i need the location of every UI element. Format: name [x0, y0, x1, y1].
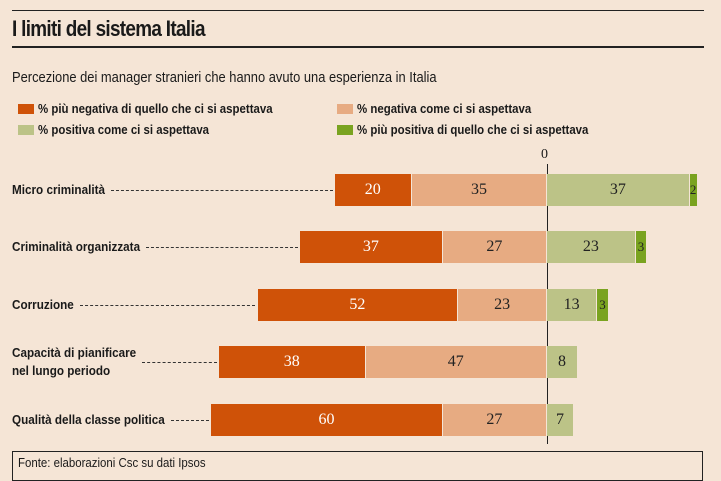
bar-segment: 3 [635, 231, 648, 263]
bar-segment: 52 [257, 289, 459, 321]
legend-swatch-4 [337, 124, 353, 135]
legend-swatch-2 [337, 103, 353, 114]
chart-subtitle: Percezione dei manager stranieri che han… [12, 69, 437, 86]
legend-item-2: % negativa come ci si aspettava [337, 101, 555, 116]
category-label: Qualità della classe politica [12, 411, 165, 429]
leader-line [170, 420, 210, 421]
bar-segment: 23 [458, 289, 547, 321]
legend-item-4: % più positiva di quello che ci si aspet… [337, 122, 620, 137]
bar-segment: 8 [547, 346, 578, 378]
category-label-line: Micro criminalità [12, 182, 105, 197]
category-label: Corruzione [12, 296, 74, 314]
bar-segment: 60 [211, 404, 443, 436]
bar-segment: 7 [547, 404, 575, 436]
category-label-line: Corruzione [12, 297, 74, 312]
bar-segment: 13 [547, 289, 598, 321]
legend-swatch-1 [18, 103, 34, 114]
legend-item-3: % positiva come ci si aspettava [18, 122, 232, 137]
bar-segment: 27 [442, 231, 547, 263]
legend-label-1: % più negativa di quello che ci si aspet… [38, 101, 273, 116]
category-label-line: Qualità della classe politica [12, 412, 165, 427]
leader-line [110, 190, 333, 191]
legend-label-2: % negativa come ci si aspettava [357, 101, 532, 116]
bar-segment: 38 [218, 346, 366, 378]
category-label-line: Capacità di pianificare [12, 345, 137, 360]
category-label-line: Criminalità organizzata [12, 239, 141, 254]
bar-segment: 47 [365, 346, 547, 378]
bar-segment: 35 [411, 174, 547, 206]
legend-swatch-3 [18, 124, 34, 135]
bar-segment: 2 [689, 174, 698, 206]
legend-label-3: % positiva come ci si aspettava [38, 122, 210, 137]
category-label: Capacità di pianificare nel lungo periodo [12, 344, 136, 380]
leader-line [146, 247, 298, 248]
title-rule [12, 46, 704, 48]
bar-segment: 3 [597, 289, 609, 321]
top-rule [12, 10, 704, 11]
legend-item-1: % più negativa di quello che ci si aspet… [18, 101, 305, 116]
leader-line [79, 305, 256, 306]
bar-segment: 20 [334, 174, 412, 206]
legend-label-4: % più positiva di quello che ci si aspet… [357, 122, 589, 137]
category-label: Criminalità organizzata [12, 238, 140, 256]
bar-segment: 37 [299, 231, 443, 263]
bar-segment: 37 [547, 174, 690, 206]
zero-tick-label: 0 [541, 147, 548, 162]
category-label: Micro criminalità [12, 181, 105, 199]
bar-segment: 23 [547, 231, 636, 263]
source-text: Fonte: elaborazioni Csc su dati Ipsos [18, 455, 206, 470]
leader-line [142, 362, 217, 363]
category-label-line: nel lungo periodo [12, 363, 111, 378]
bar-segment: 27 [442, 404, 547, 436]
chart-title: I limiti del sistema Italia [12, 16, 205, 41]
